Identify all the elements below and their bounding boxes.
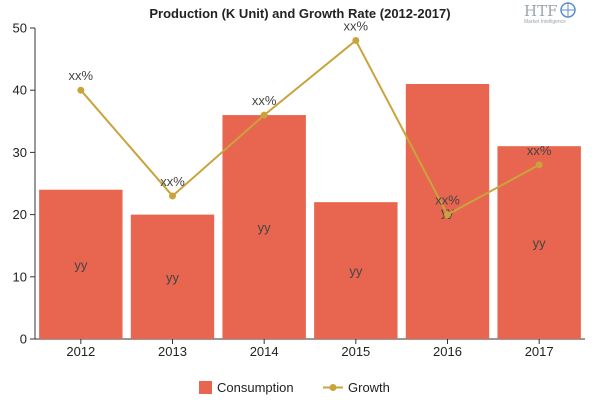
y-tick-label: 50 (13, 21, 27, 36)
legend-label-consumption: Consumption (217, 380, 294, 395)
growth-data-label: xx% (344, 18, 369, 33)
bar-data-label: yy (74, 257, 88, 272)
growth-data-label: xx% (527, 143, 552, 158)
growth-data-label: xx% (435, 193, 460, 208)
y-tick-label: 20 (13, 207, 27, 222)
bar-data-label: yy (258, 220, 272, 235)
bar (497, 146, 581, 339)
y-tick-label: 10 (13, 269, 27, 284)
bar-series-consumption (39, 83, 581, 339)
line-data-labels: xx% xx% xx% xx% xx% xx% (69, 18, 552, 207)
bar (39, 189, 123, 339)
legend-swatch-growth-marker (329, 384, 337, 391)
growth-point (169, 192, 176, 200)
growth-data-label: xx% (69, 68, 94, 83)
bar-data-label: yy (349, 264, 363, 279)
y-tick-label: 40 (13, 83, 27, 98)
x-tick-label: 2016 (433, 344, 462, 359)
logo-text: HTF (524, 2, 558, 20)
axes: 0 10 20 30 40 50 2012 2013 2014 2015 2016 2017 (13, 21, 585, 359)
chart-legend: Consumption Growth (199, 380, 390, 395)
y-tick-label: 30 (13, 145, 27, 160)
x-tick-label: 2012 (66, 344, 95, 359)
chart-title: Production (K Unit) and Growth Rate (201… (149, 6, 450, 21)
x-tick-label: 2014 (250, 344, 279, 359)
x-tick-label: 2015 (341, 344, 370, 359)
bar-data-label: yy (533, 236, 547, 251)
logo-subtext: Market Intelligence (524, 19, 566, 25)
bar (130, 214, 215, 339)
y-tick-label: 0 (20, 332, 27, 347)
growth-point (444, 211, 451, 219)
legend-label-growth: Growth (348, 380, 390, 395)
x-tick-label: 2013 (158, 344, 187, 359)
brand-logo: HTF Market Intelligence (524, 2, 576, 25)
growth-point (352, 36, 360, 44)
bar-data-label: yy (166, 270, 180, 285)
growth-point (77, 86, 85, 94)
growth-line (80, 38, 540, 216)
growth-point (535, 161, 543, 169)
growth-point (260, 111, 268, 119)
globe-meridian-icon (561, 3, 575, 17)
growth-data-label: xx% (160, 174, 185, 189)
legend-swatch-consumption (199, 381, 212, 394)
growth-data-label: xx% (252, 93, 277, 108)
x-tick-label: 2017 (525, 344, 554, 359)
line-series-growth (77, 36, 543, 219)
bar (314, 202, 398, 339)
bar (222, 115, 306, 339)
